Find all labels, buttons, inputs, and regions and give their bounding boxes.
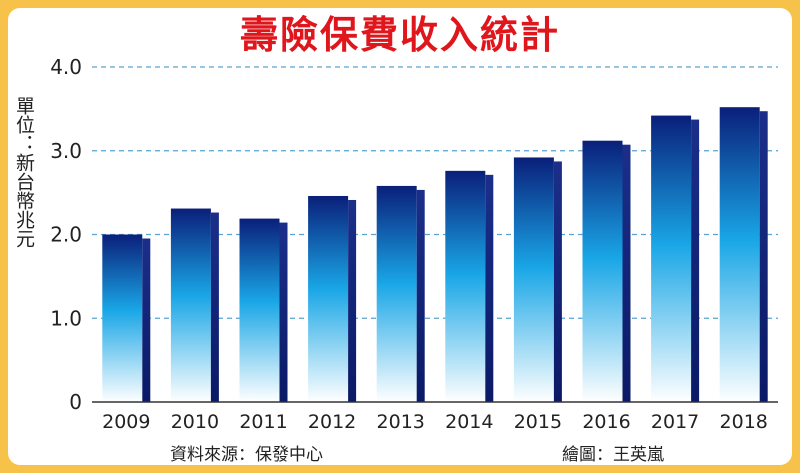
bar-2010 — [170, 208, 219, 402]
bar-side — [210, 212, 219, 402]
x-tick-label: 2014 — [445, 411, 493, 433]
bar-side — [348, 199, 357, 402]
x-tick-label: 2015 — [514, 411, 562, 433]
bar-side — [691, 119, 700, 402]
x-tick-label: 2010 — [171, 411, 219, 433]
bar-side — [759, 111, 768, 402]
bar-2012 — [308, 195, 357, 402]
x-tick-label: 2017 — [651, 411, 699, 433]
bar-front — [582, 140, 623, 402]
bar-front — [308, 195, 349, 402]
bar-front — [376, 185, 417, 402]
y-tick-label: 0 — [69, 390, 82, 414]
y-tick-label: 2.0 — [50, 223, 82, 247]
bar-front — [513, 157, 554, 402]
y-tick-label: 1.0 — [50, 306, 82, 330]
x-tick-label: 2016 — [582, 411, 630, 433]
source-note: 資料來源：保發中心 — [170, 445, 323, 465]
bar-side — [416, 189, 425, 402]
y-tick-label: 4.0 — [50, 55, 82, 79]
bar-side — [279, 222, 288, 402]
bar-2009 — [102, 234, 151, 402]
unit-label: 單位：新台幣兆元 — [13, 96, 35, 248]
bar-2016 — [582, 140, 631, 402]
bar-front — [719, 107, 760, 402]
bar-side — [622, 144, 631, 402]
x-tick-label: 2009 — [102, 411, 150, 433]
bar-2018 — [719, 107, 768, 402]
credit-note: 繪圖：王英嵐 — [562, 445, 664, 465]
x-tick-label: 2013 — [377, 411, 425, 433]
bar-side — [485, 174, 494, 402]
bar-2014 — [445, 170, 494, 402]
bar-side — [553, 161, 562, 402]
bar-2011 — [239, 218, 288, 402]
chart-title: 壽險保費收入統計 — [239, 13, 560, 57]
bar-front — [239, 218, 280, 402]
x-tick-label: 2018 — [720, 411, 768, 433]
bar-front — [651, 115, 692, 402]
x-tick-label: 2012 — [308, 411, 356, 433]
x-tick-label: 2011 — [239, 411, 287, 433]
bar-front — [170, 208, 211, 402]
bar-2015 — [513, 157, 562, 402]
bar-front — [102, 234, 143, 402]
bar-side — [142, 238, 151, 402]
bar-2017 — [651, 115, 700, 402]
bar-2013 — [376, 185, 425, 402]
y-tick-label: 3.0 — [50, 139, 82, 163]
bar-front — [445, 170, 486, 402]
